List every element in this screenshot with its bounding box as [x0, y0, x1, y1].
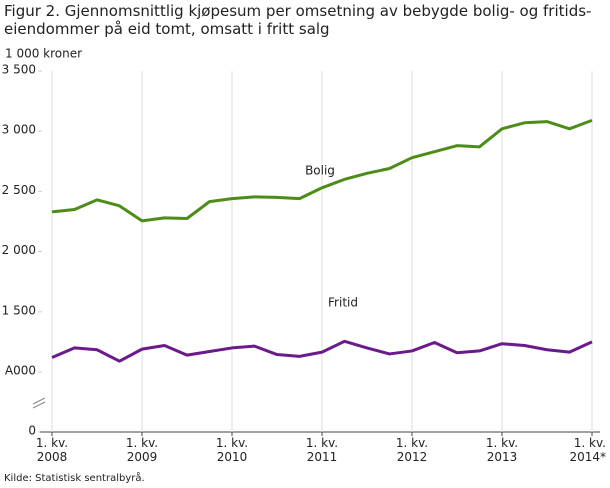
- series-line: [51, 339, 593, 363]
- y-tick-label: 3 500: [2, 63, 36, 77]
- y-tick-label: 3 000: [2, 123, 36, 137]
- series-line: [51, 118, 593, 223]
- series-label: Fritid: [328, 296, 358, 310]
- y-tick-label: 2 000: [2, 243, 36, 257]
- x-tick-label: 1. kv. 2011: [305, 436, 339, 464]
- x-tick-label: 1. kv. 2014*: [569, 436, 606, 464]
- axis-break: [32, 401, 46, 409]
- x-tick-label: 1. kv. 2012: [395, 436, 429, 464]
- y-tick-label: 0: [28, 424, 36, 438]
- series-label: Bolig: [305, 164, 335, 178]
- y-axis-label: 1 000 kroner: [5, 47, 82, 61]
- source: Kilde: Statistisk sentralbyrå.: [4, 473, 145, 484]
- x-tick-label: 1. kv. 2013: [485, 436, 519, 464]
- y-tick-label: 2 500: [2, 183, 36, 197]
- x-tick-label: 1. kv. 2008: [35, 436, 69, 464]
- chart-title: Figur 2. Gjennomsnittlig kjøpesum per om…: [4, 2, 592, 38]
- x-tick-label: 1. kv. 2009: [125, 436, 159, 464]
- y-tick-label: 1 500: [2, 303, 36, 317]
- x-tick-label: 1. kv. 2010: [215, 436, 249, 464]
- y-tick-label: A000: [5, 364, 36, 378]
- axis-break: [32, 397, 46, 405]
